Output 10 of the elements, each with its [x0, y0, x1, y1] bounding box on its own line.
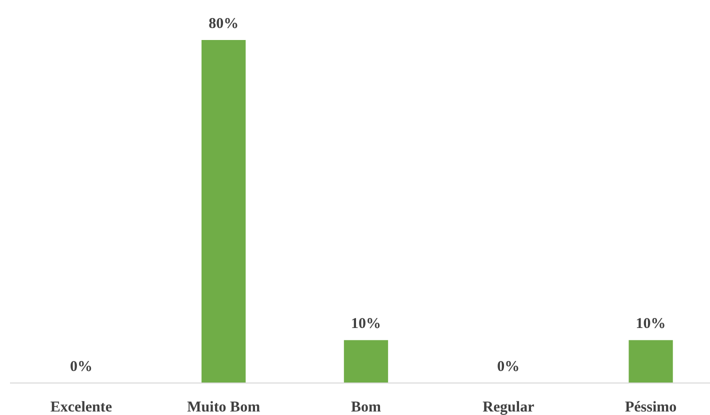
x-tick-label: Excelente [50, 400, 112, 415]
data-label: 10% [636, 316, 666, 332]
data-label: 0% [70, 359, 92, 375]
data-label: 0% [497, 359, 520, 375]
data-label: 10% [351, 316, 381, 332]
data-label: 80% [208, 16, 239, 32]
x-tick-label: Péssimo [624, 400, 677, 415]
x-tick-label: Regular [482, 400, 535, 415]
x-tick-label: Muito Bom [187, 400, 261, 415]
x-tick-label: Bom [351, 400, 382, 415]
